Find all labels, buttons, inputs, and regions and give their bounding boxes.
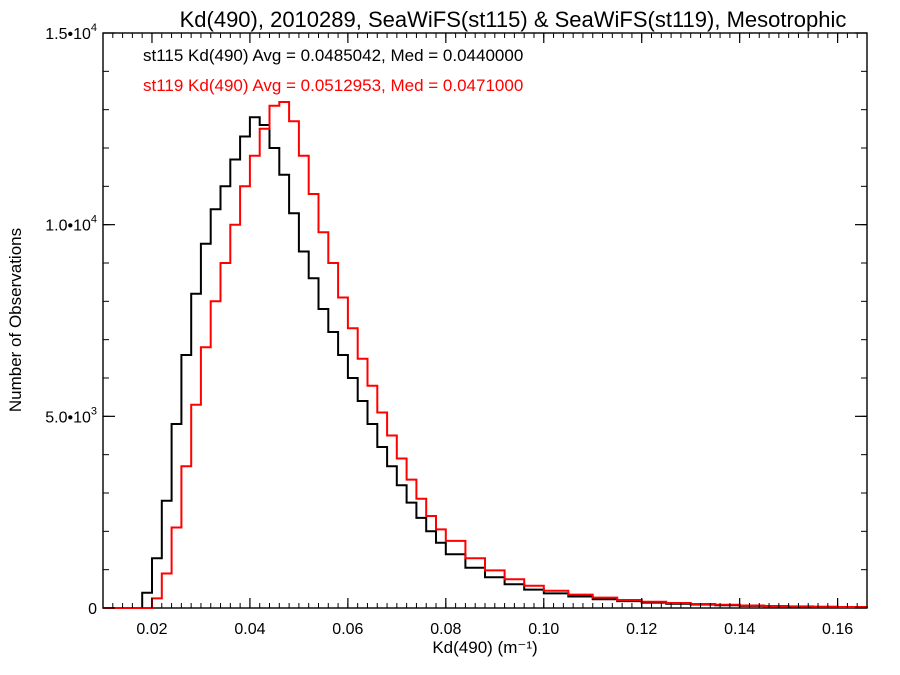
- y-tick-label: 0: [88, 601, 97, 618]
- x-tick-label: 0.06: [332, 621, 363, 638]
- series-line-st119: [103, 101, 868, 609]
- y-tick-label: 1.5•104: [45, 22, 97, 43]
- legend-stats-st119: st119 Kd(490) Avg = 0.0512953, Med = 0.0…: [143, 76, 523, 95]
- x-tick-label: 0.04: [234, 621, 265, 638]
- x-tick-label: 0.10: [528, 621, 559, 638]
- plot-frame: [102, 32, 868, 609]
- y-tick-label: 1.0•104: [45, 214, 97, 235]
- ticks-layer: 0.02 0.04 0.06 0.08 0.10 0.12 0.14 0.16 0 5.0•103…: [45, 22, 868, 638]
- x-axis-label: Kd(490) (m⁻¹): [432, 638, 537, 657]
- y-tick-label: 5.0•103: [45, 405, 97, 426]
- series-line-st115: [103, 116, 868, 609]
- x-tick-label: 0.14: [724, 621, 755, 638]
- y-axis-label: Number of Observations: [6, 228, 25, 412]
- x-tick-label: 0.02: [136, 621, 167, 638]
- legend-stats-st115: st115 Kd(490) Avg = 0.0485042, Med = 0.0…: [143, 46, 523, 65]
- series-layer: [103, 101, 868, 609]
- chart-title: Kd(490), 2010289, SeaWiFS(st115) & SeaWi…: [180, 7, 847, 32]
- x-tick-label: 0.12: [626, 621, 657, 638]
- x-tick-label: 0.16: [822, 621, 853, 638]
- x-tick-label: 0.08: [430, 621, 461, 638]
